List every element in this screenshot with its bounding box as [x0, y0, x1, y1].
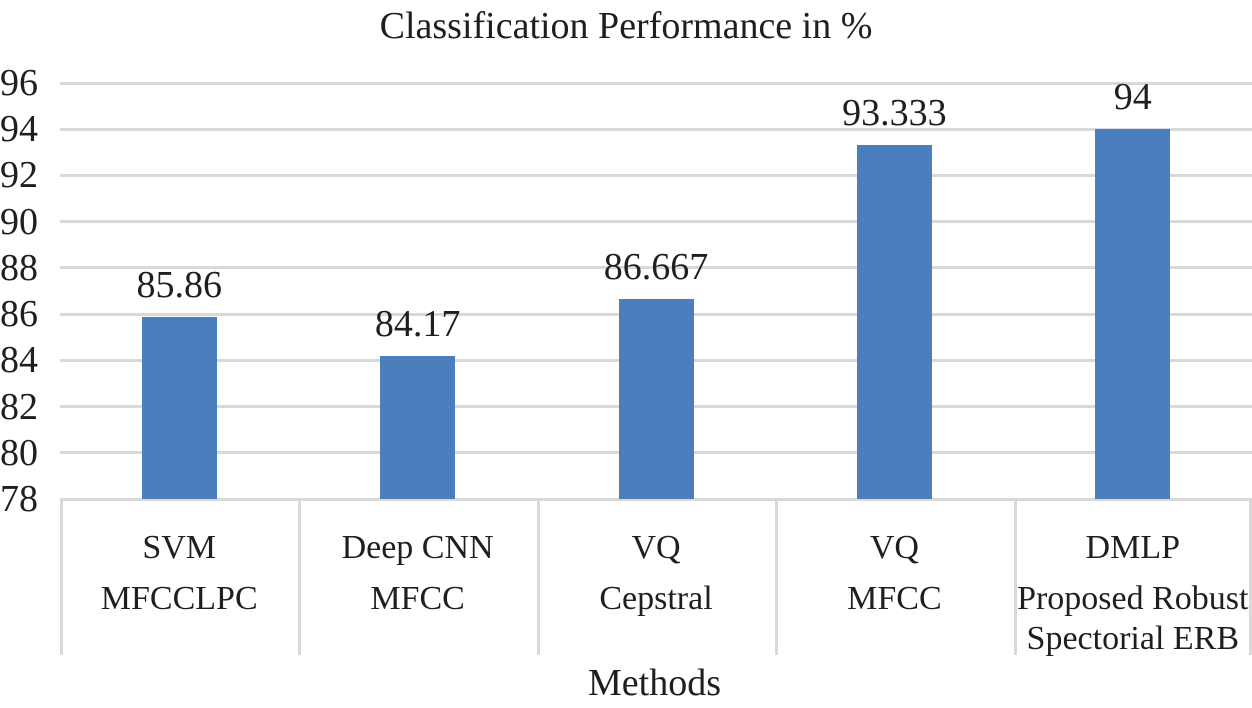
- category-sublabel: Cepstral: [599, 580, 713, 617]
- x-axis-title: Methods: [588, 662, 721, 704]
- y-tick-label: 88: [0, 246, 38, 289]
- category-label: Deep CNN: [341, 529, 494, 566]
- bar-value-label: 93.333: [842, 91, 947, 134]
- gridline: [60, 173, 1252, 177]
- gridline: [60, 497, 1252, 501]
- category-sublabel: MFCC: [370, 580, 465, 617]
- category-divider: [1013, 500, 1017, 655]
- bar: [1095, 129, 1171, 499]
- category-divider: [298, 500, 302, 655]
- category-divider: [536, 500, 540, 655]
- category-divider: [1249, 500, 1252, 655]
- gridline: [60, 127, 1252, 131]
- y-tick-label: 94: [0, 108, 38, 151]
- gridline: [60, 81, 1252, 85]
- bar: [618, 298, 694, 499]
- category-divider: [60, 500, 63, 655]
- gridline: [60, 220, 1252, 224]
- y-tick-label: 84: [0, 339, 38, 382]
- bar: [856, 144, 932, 499]
- y-tick-label: 90: [0, 200, 38, 243]
- category-sublabel: MFCCLPC: [100, 580, 258, 617]
- gridline: [60, 266, 1252, 270]
- bar: [380, 356, 456, 499]
- bar-value-label: 94: [1113, 76, 1152, 119]
- chart-title: Classification Performance in %: [379, 5, 873, 47]
- bar-value-label: 86.667: [603, 245, 709, 288]
- y-tick-label: 82: [0, 385, 38, 428]
- category-sublabel: Proposed Robust Spectorial ERB: [1017, 580, 1249, 657]
- y-tick-label: 86: [0, 293, 38, 336]
- category-label: VQ: [869, 529, 919, 566]
- category-label: VQ: [631, 529, 681, 566]
- category-sublabel: MFCC: [847, 580, 942, 617]
- y-tick-label: 78: [0, 478, 38, 520]
- category-divider: [775, 500, 779, 655]
- bar-value-label: 85.86: [136, 264, 222, 307]
- bar-value-label: 84.17: [374, 303, 461, 346]
- y-tick-label: 96: [0, 62, 38, 104]
- category-label: SVM: [142, 529, 217, 566]
- y-tick-label: 80: [0, 431, 38, 474]
- y-tick-label: 92: [0, 154, 38, 197]
- bar: [141, 317, 217, 499]
- category-label: DMLP: [1085, 529, 1181, 566]
